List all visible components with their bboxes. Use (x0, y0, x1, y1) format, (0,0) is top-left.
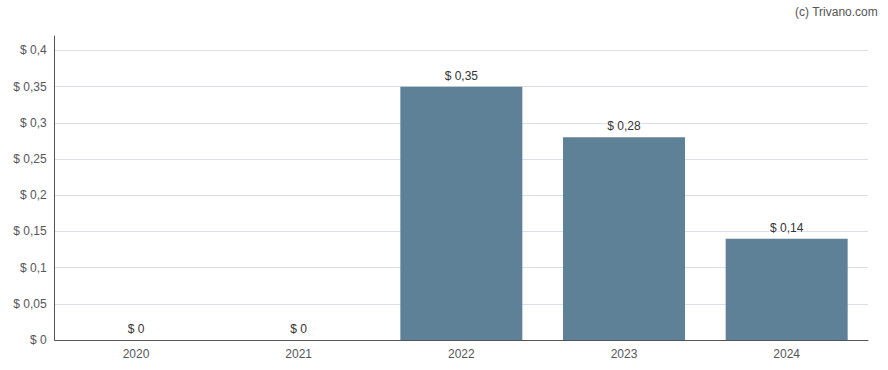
svg-text:2020: 2020 (123, 347, 150, 361)
svg-text:$ 0: $ 0 (128, 322, 145, 336)
svg-text:2024: 2024 (773, 347, 800, 361)
svg-text:$ 0,35: $ 0,35 (13, 80, 47, 94)
svg-text:$ 0,2: $ 0,2 (20, 188, 47, 202)
svg-text:$ 0: $ 0 (30, 333, 47, 347)
svg-text:$ 0,25: $ 0,25 (13, 152, 47, 166)
svg-text:$ 0,15: $ 0,15 (13, 224, 47, 238)
svg-text:2021: 2021 (285, 347, 312, 361)
svg-text:2022: 2022 (448, 347, 475, 361)
svg-text:$ 0,3: $ 0,3 (20, 116, 47, 130)
svg-text:$ 0,14: $ 0,14 (770, 221, 804, 235)
svg-text:$ 0: $ 0 (290, 322, 307, 336)
svg-text:$ 0,28: $ 0,28 (607, 119, 641, 133)
svg-text:$ 0,4: $ 0,4 (20, 43, 47, 57)
svg-text:2023: 2023 (611, 347, 638, 361)
svg-text:$ 0,05: $ 0,05 (13, 297, 47, 311)
svg-text:$ 0,1: $ 0,1 (20, 261, 47, 275)
svg-text:$ 0,35: $ 0,35 (445, 69, 479, 83)
svg-text:(c) Trivano.com: (c) Trivano.com (795, 5, 878, 19)
